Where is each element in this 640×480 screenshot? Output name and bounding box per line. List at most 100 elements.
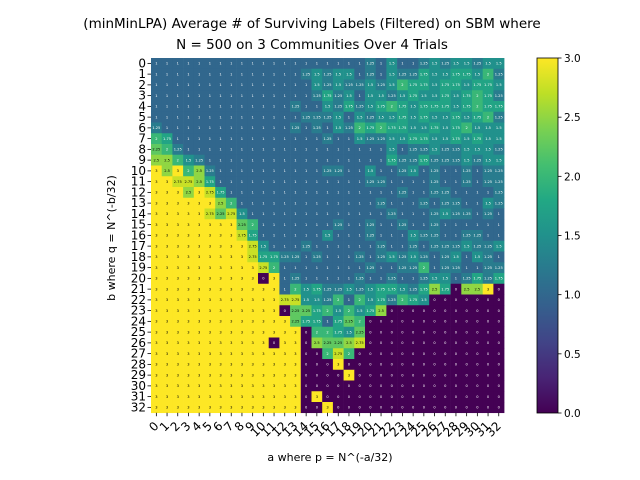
heatmap-cell: [247, 144, 259, 156]
heatmap-cell-label: 3: [273, 320, 275, 324]
heatmap-cell: [343, 262, 355, 274]
heatmap-cell-label: 1: [187, 115, 189, 119]
heatmap-cell-label: 1.25: [356, 105, 364, 109]
heatmap-cell: [461, 369, 473, 381]
heatmap-cell: [354, 90, 366, 102]
heatmap-cell: [472, 111, 483, 123]
heatmap-cell-label: 1.5: [367, 298, 373, 302]
heatmap-cell-label: 1.25: [334, 169, 342, 173]
heatmap-cell: [365, 305, 376, 317]
heatmap-cell-label: 1: [187, 94, 189, 98]
heatmap-cell: [258, 316, 269, 328]
heatmap-cell-label: 1.5: [464, 115, 470, 119]
heatmap-cell: [375, 101, 387, 113]
heatmap-cell: [225, 122, 237, 134]
heatmap-cell: [236, 283, 248, 295]
y-tick-label: 21: [131, 282, 146, 296]
heatmap-cell: [290, 273, 302, 285]
heatmap-cell-label: 1: [359, 234, 361, 238]
heatmap-cell-label: 1: [252, 62, 254, 66]
heatmap-cell-label: 1: [198, 83, 200, 87]
heatmap-cell-label: 1: [262, 126, 264, 130]
heatmap-cell: [461, 273, 473, 285]
heatmap-cell-label: 0: [412, 341, 415, 345]
heatmap-cell-label: 1: [359, 201, 361, 205]
heatmap-cell: [493, 154, 505, 166]
heatmap-cell: [472, 197, 483, 209]
heatmap-cell-label: 1.25: [409, 266, 417, 270]
heatmap-cell: [482, 283, 494, 295]
heatmap-cell: [236, 369, 248, 381]
heatmap-cell-label: 1.25: [291, 126, 299, 130]
heatmap-cell-label: 1: [369, 244, 371, 248]
heatmap-cell: [450, 111, 462, 123]
heatmap-cell: [418, 230, 430, 242]
y-tick-label: 1: [138, 67, 146, 81]
heatmap-cell-label: 1.75: [388, 287, 396, 291]
heatmap-cell-label: 1.5: [389, 72, 395, 76]
heatmap-cell-label: 1.75: [398, 126, 406, 130]
colorbar-ticks: 0.00.51.01.52.02.53.0: [558, 53, 581, 420]
heatmap-cell: [450, 369, 462, 381]
heatmap-cell-label: 1: [391, 180, 393, 184]
y-tick-label: 9: [138, 153, 146, 167]
heatmap-cell-label: 3: [187, 363, 189, 367]
heatmap-cell: [332, 187, 344, 199]
heatmap-cell: [450, 197, 462, 209]
heatmap-cell: [493, 391, 505, 403]
heatmap-cell-label: 1: [219, 158, 221, 162]
heatmap-cell: [375, 176, 387, 188]
heatmap-cell-label: 0: [305, 373, 308, 377]
heatmap-cell-label: 3: [219, 373, 221, 377]
heatmap-cell: [386, 402, 398, 414]
heatmap-cell-label: 3: [198, 234, 200, 238]
heatmap-cell: [450, 273, 462, 285]
heatmap-cell: [493, 165, 505, 177]
heatmap-cell: [183, 402, 195, 414]
heatmap-cell: [365, 391, 376, 403]
heatmap-cell-label: 1.25: [495, 201, 503, 205]
heatmap-cell-label: 1.5: [453, 62, 459, 66]
heatmap-cell: [429, 380, 441, 392]
heatmap-cell-label: 1.25: [495, 94, 503, 98]
heatmap-cell-label: 1: [177, 94, 179, 98]
heatmap-cell: [397, 348, 409, 360]
heatmap-cell-label: 1.25: [388, 94, 396, 98]
heatmap-cell: [397, 326, 409, 338]
heatmap-cell: [151, 316, 162, 328]
heatmap-cell-label: 1: [316, 266, 318, 270]
heatmap-cell: [268, 197, 280, 209]
heatmap-cell: [493, 219, 505, 231]
heatmap-cell: [365, 369, 376, 381]
heatmap-cell-label: 1: [466, 223, 468, 227]
heatmap-cell-label: 1.25: [409, 158, 417, 162]
heatmap-cell: [322, 58, 334, 70]
heatmap-cell-label: 3: [230, 363, 232, 367]
heatmap-cell: [247, 197, 259, 209]
heatmap-cell-label: 0: [348, 363, 351, 367]
heatmap-cell-label: 1: [423, 212, 425, 216]
heatmap-cell: [461, 111, 473, 123]
heatmap-cell-label: 1: [380, 266, 382, 270]
heatmap-cell-label: 2.5: [218, 201, 224, 205]
heatmap-cell: [365, 316, 376, 328]
heatmap-cell-label: 3: [166, 330, 168, 334]
heatmap-cell-label: 1.75: [313, 287, 321, 291]
heatmap-cell: [151, 58, 162, 70]
heatmap-cell: [311, 187, 323, 199]
heatmap-cell: [439, 348, 451, 360]
heatmap-cell: [439, 294, 451, 306]
heatmap-cell: [439, 380, 451, 392]
heatmap-cell: [279, 219, 291, 231]
heatmap-cell-label: 1.25: [345, 126, 353, 130]
heatmap-cell: [472, 337, 483, 349]
heatmap-cell-label: 0: [423, 363, 426, 367]
heatmap-cell-label: 0: [412, 395, 415, 399]
heatmap-cell: [397, 154, 409, 166]
heatmap-cell-label: 1.75: [388, 158, 396, 162]
heatmap-cell: [311, 283, 323, 295]
heatmap-cell: [151, 283, 162, 295]
heatmap-cell: [461, 316, 473, 328]
heatmap-cell: [482, 348, 494, 360]
heatmap-cell-label: 1.25: [420, 201, 428, 205]
